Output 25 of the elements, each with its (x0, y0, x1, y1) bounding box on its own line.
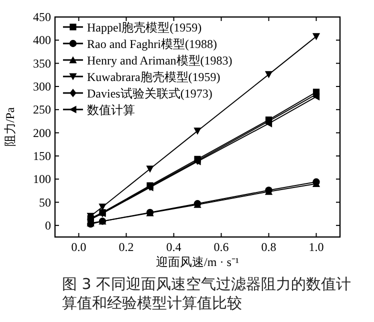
x-tick-label: 0.6 (214, 240, 229, 254)
x-axis-title: 迎面风速/m · s⁻¹ (156, 255, 240, 269)
y-tick-label: 200 (33, 126, 51, 140)
legend-label: Davies试验关联式(1973) (87, 86, 212, 100)
y-tick-label: 350 (33, 56, 51, 70)
y-tick-label: 450 (33, 10, 51, 24)
y-tick-label: 300 (33, 79, 51, 94)
text: 图 3 不同迎面风速空气过滤器阻力的数值计算值和经验模型计算值比较 (62, 275, 352, 313)
x-tick-label: 0.0 (71, 240, 86, 254)
x-tick-label: 1.0 (308, 240, 324, 254)
legend-label: Kuwabrara胞壳模型(1959) (87, 70, 220, 84)
x-tick-label: 0.2 (118, 240, 134, 254)
x-tick-label: 0.8 (261, 240, 276, 254)
y-tick-label: 50 (39, 195, 51, 210)
y-tick-label: 400 (33, 33, 51, 48)
legend-label: Henry and Ariman模型(1983) (87, 54, 232, 68)
y-tick-label: 0 (45, 218, 51, 232)
legend-label: Happel胞壳模型(1959) (87, 20, 202, 34)
y-tick-label: 150 (33, 148, 51, 163)
y-tick-label: 250 (33, 102, 51, 117)
x-tick-label: 0.4 (166, 240, 182, 254)
y-axis-title: 阻力/Pa (3, 106, 17, 147)
legend-label: 数值计算 (87, 103, 135, 117)
legend-label: Rao and Faghri模型(1988) (87, 37, 217, 51)
y-tick-label: 100 (33, 172, 51, 186)
